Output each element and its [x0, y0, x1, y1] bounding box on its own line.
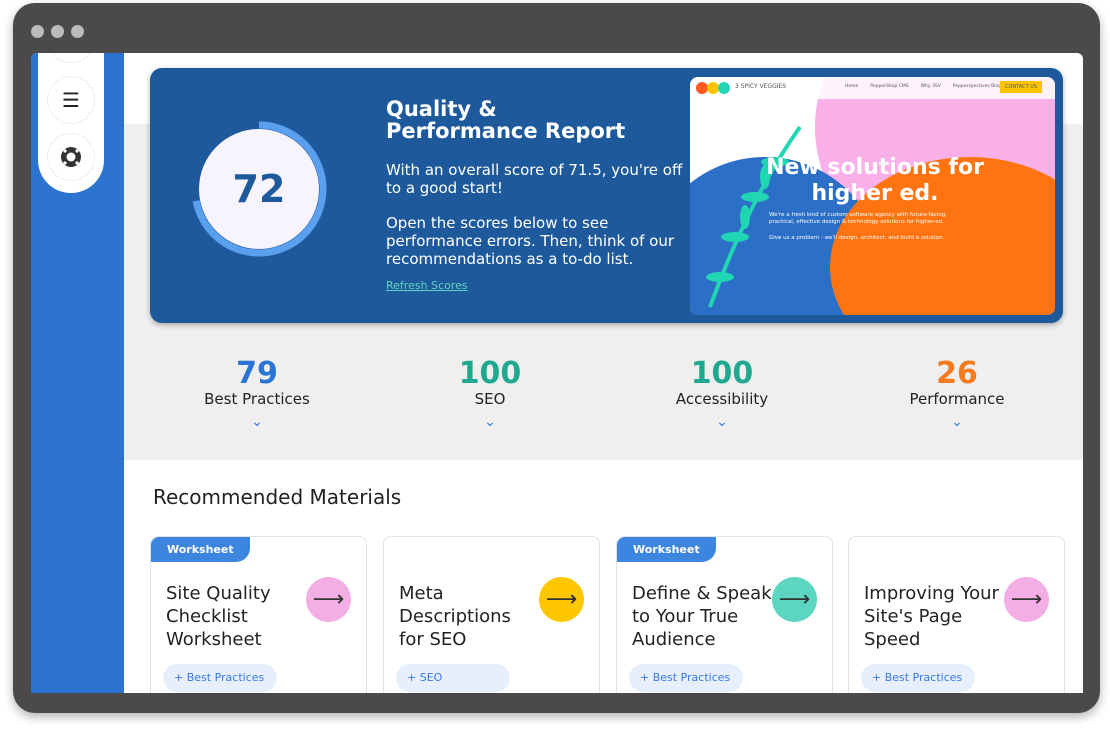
score-ring — [191, 121, 327, 257]
arrow-right-icon[interactable]: ⟶ — [306, 577, 351, 622]
preview-brand: 3 SPICY VEGGIES — [735, 83, 787, 90]
chevron-down-icon[interactable]: ⌄ — [951, 414, 963, 430]
arrow-right-icon[interactable]: ⟶ — [1004, 577, 1049, 622]
list-icon[interactable]: ☰ — [47, 76, 95, 124]
material-card[interactable]: Worksheet Define & Speak to Your True Aud… — [616, 536, 833, 693]
category-chip[interactable]: + SEO — [396, 664, 510, 692]
report-hero: 72 Quality & Performance Report With an o… — [150, 68, 1063, 323]
score-label: Best Practices — [204, 390, 310, 408]
window-dot — [51, 25, 64, 38]
overall-score: 72 — [232, 167, 286, 211]
card-title: Define & Speak to Your True Audience — [632, 583, 772, 650]
preview-nav-item: Why 3SV — [920, 84, 941, 89]
worksheet-tag: Worksheet — [617, 537, 716, 562]
instructions: Open the scores below to see performance… — [386, 214, 675, 268]
window-dot — [31, 25, 44, 38]
help-lifebuoy-icon[interactable] — [47, 133, 95, 181]
arrow-right-icon[interactable]: ⟶ — [772, 577, 817, 622]
site-preview: 3 SPICY VEGGIES Home PepperShop CMS Why 3S… — [690, 77, 1055, 315]
material-card[interactable]: Improving Your Site's Page Speed ⟶ + Best … — [848, 536, 1065, 693]
score-value: 26 — [936, 356, 978, 391]
score-label: Performance — [909, 390, 1005, 408]
score-label: Accessibility — [675, 390, 769, 408]
screen: ☰ 72 Quality & Performance Report With an… — [31, 53, 1083, 693]
preview-contact-button: CONTACT US — [1000, 81, 1043, 93]
score-value: 79 — [236, 356, 278, 391]
card-title: Improving Your Site's Page Speed — [864, 583, 999, 650]
preview-sub2: Give us a problem - we'll design, archit… — [769, 235, 945, 241]
preview-nav-item: Pepperspectives Blog — [952, 84, 1002, 89]
preview-nav-item: PepperShop CMS — [870, 84, 909, 89]
card-title: Site Quality Checklist Worksheet — [166, 583, 271, 650]
material-card[interactable]: Worksheet Site Quality Checklist Workshee… — [150, 536, 367, 693]
category-chip[interactable]: + Best Practices — [861, 664, 975, 692]
chevron-down-icon[interactable]: ⌄ — [484, 414, 496, 430]
preview-nav-item: Home — [845, 84, 859, 89]
category-chip[interactable]: + Best Practices — [629, 664, 743, 692]
chevron-down-icon[interactable]: ⌄ — [716, 414, 728, 430]
material-card[interactable]: Meta Descriptions for SEO ⟶ + SEO — [383, 536, 600, 693]
score-value: 100 — [458, 356, 522, 391]
score-2[interactable]: 100 Accessibility ⌄ — [622, 356, 822, 431]
category-chip[interactable]: + Best Practices — [163, 664, 277, 692]
sidebar: ☰ — [31, 53, 124, 693]
score-1[interactable]: 100 SEO ⌄ — [390, 356, 590, 431]
card-title: Meta Descriptions for SEO — [399, 583, 511, 650]
score-0[interactable]: 79 Best Practices ⌄ — [157, 356, 357, 431]
arrow-right-icon[interactable]: ⟶ — [539, 577, 584, 622]
window-dot — [71, 25, 84, 38]
preview-headline: New solutions for higher ed. — [766, 155, 984, 206]
score-label: SEO — [474, 390, 506, 408]
report-title: Quality & Performance Report — [386, 97, 626, 143]
nav-button-top[interactable] — [47, 53, 95, 63]
score-value: 100 — [690, 356, 754, 391]
worksheet-tag: Worksheet — [151, 537, 250, 562]
chevron-down-icon[interactable]: ⌄ — [251, 414, 263, 430]
refresh-scores-link[interactable]: Refresh Scores — [386, 279, 468, 292]
score-summary: With an overall score of 71.5, you're of… — [386, 161, 683, 197]
nav-pill: ☰ — [38, 53, 104, 193]
preview-nav: Home PepperShop CMS Why 3SV Pepperspectives… — [845, 84, 1001, 89]
section-title: Recommended Materials — [153, 485, 402, 509]
score-3[interactable]: 26 Performance ⌄ — [857, 356, 1057, 431]
preview-sub: We're a fresh kind of custom software ag… — [769, 212, 948, 225]
